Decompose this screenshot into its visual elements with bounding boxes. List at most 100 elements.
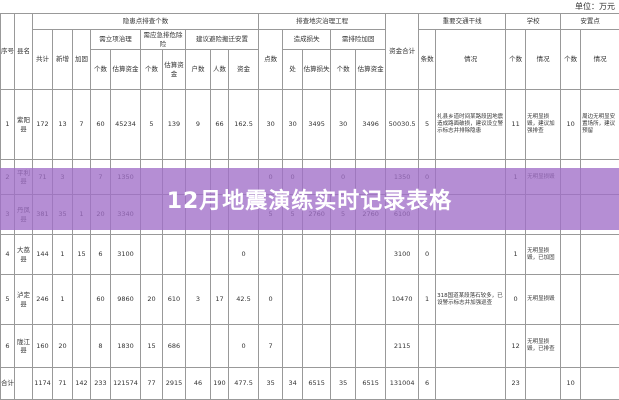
table-cell: 10 — [560, 89, 582, 160]
table-cell: 5 — [140, 89, 163, 160]
table-cell: 2915 — [162, 367, 186, 400]
head-cell: 共计 — [32, 29, 53, 90]
table-cell: 190 — [210, 367, 229, 400]
head-cell: 个数 — [560, 29, 582, 90]
table-head: 序号 县名 隐患点排查个数 排查地灾治理工程 资金合计 重要交通干线 学校 安置… — [0, 13, 619, 90]
head-cell: 需应急排危除险 — [140, 29, 186, 50]
table-cell: 0 — [505, 274, 527, 325]
table-cell — [355, 324, 387, 368]
head-cell: 造成损失 — [282, 29, 332, 50]
table-cell — [418, 324, 437, 368]
table-cell: 9 — [185, 89, 211, 160]
table-cell: 0 — [227, 324, 260, 368]
table-cell: 大荔县 — [14, 234, 33, 275]
table-cell: 3496 — [355, 89, 387, 160]
unit-label: 单位：万元 — [575, 2, 615, 11]
table-cell: 35 — [330, 367, 357, 400]
head-cell: 情况 — [525, 29, 562, 90]
title: 12月地震演练实时记录表格 — [166, 189, 453, 214]
table-cell: 17 — [210, 274, 229, 325]
table-cell: 5 — [418, 89, 437, 160]
table-cell: 142 — [72, 367, 91, 400]
table-cell — [258, 234, 284, 275]
head-cell: 点数 — [258, 29, 284, 90]
table-cell — [210, 324, 229, 368]
table-cell — [355, 234, 387, 275]
table-cell: 10470 — [385, 274, 420, 325]
table-cell — [72, 324, 91, 368]
table-cell — [580, 367, 619, 400]
table-cell: 23 — [505, 367, 527, 400]
table-row: 6 陇江县 160 20 8 1830 15 686 0 7 2115 12 无明显损毁，已排查 — [0, 324, 619, 368]
table-body: 1 紫阳县 172 13 7 60 45234 5 139 9 66 162.5 30 30 3495 30 3… — [0, 89, 619, 400]
table-cell: 144 — [32, 234, 53, 275]
head-cell: 条数 — [418, 29, 437, 90]
table-cell: 1 — [52, 234, 73, 275]
table-cell — [282, 324, 304, 368]
table-cell — [282, 234, 304, 275]
table-cell: 139 — [162, 89, 186, 160]
table-row: 5 泸定县 246 1 60 9860 20 610 3 17 42.5 0 10470 1 318国道某段… — [0, 274, 619, 325]
head-cell: 情况 — [580, 29, 619, 90]
table-cell — [560, 324, 582, 368]
table-cell: 6515 — [355, 367, 387, 400]
table-cell: 35 — [258, 367, 284, 400]
table-cell: 20 — [52, 324, 73, 368]
table-cell — [435, 367, 507, 400]
table-cell: 紫阳县 — [14, 89, 33, 160]
head-cell: 处 — [282, 49, 304, 90]
table-cell — [580, 324, 619, 368]
table-cell — [72, 274, 91, 325]
table-cell — [435, 324, 507, 368]
table-cell: 陇江县 — [14, 324, 33, 368]
head-cell: 人数 — [210, 49, 229, 90]
table-cell: 9860 — [110, 274, 141, 325]
table-cell — [525, 367, 562, 400]
head-cell: 户数 — [185, 49, 211, 90]
table-cell: 30 — [330, 89, 357, 160]
table-cell: 7 — [258, 324, 284, 368]
table-cell: 7 — [72, 89, 91, 160]
head-cell: 排查地灾治理工程 — [258, 13, 387, 30]
head-cell: 资金合计 — [385, 13, 420, 90]
table-cell: 礼县乡道时间某路段因地震造成路面破损，建议设立警示标志并排除隐患 — [435, 89, 507, 160]
table-cell — [580, 274, 619, 325]
table-cell: 71 — [52, 367, 73, 400]
table-cell: 77 — [140, 367, 163, 400]
head-cell: 需立项治理 — [90, 29, 141, 50]
table-cell — [560, 234, 582, 275]
table-cell: 30 — [258, 89, 284, 160]
table-cell: 6 — [418, 367, 437, 400]
table-cell: 3100 — [110, 234, 141, 275]
table-cell: 30 — [282, 89, 304, 160]
table-cell: 泸定县 — [14, 274, 33, 325]
head-cell: 情况 — [435, 29, 507, 90]
head-cell: 个数 — [140, 49, 163, 90]
table-cell: 60 — [90, 89, 111, 160]
table-cell: 3495 — [302, 89, 332, 160]
table-cell: 4 — [0, 234, 15, 275]
table-cell: 无明显损毁，建议加强排查 — [525, 89, 562, 160]
head-cell: 需排险加固 — [330, 29, 387, 50]
head-cell: 个数 — [505, 29, 527, 90]
table-cell: 121574 — [110, 367, 141, 400]
table-cell: 34 — [282, 367, 304, 400]
table-cell: 318国道某段落石较多，已设警示标志并加强巡查 — [435, 274, 507, 325]
table-cell: 1 — [0, 89, 15, 160]
head-cell: 估算损失 — [302, 49, 332, 90]
table-row: 1 紫阳县 172 13 7 60 45234 5 139 9 66 162.5 30 30 3495 30 3… — [0, 89, 619, 160]
table-cell: 无明显损毁，已加固 — [525, 234, 562, 275]
table-cell: 周边无明显安置场所，建议预留 — [580, 89, 619, 160]
table-cell — [282, 274, 304, 325]
table-cell — [580, 234, 619, 275]
table-cell — [330, 324, 357, 368]
head-cell: 序号 — [0, 13, 15, 90]
table-cell: 1830 — [110, 324, 141, 368]
table-cell: 131004 — [385, 367, 420, 400]
table-cell: 6 — [90, 234, 111, 275]
table-cell: 1 — [505, 234, 527, 275]
table-cell — [435, 234, 507, 275]
table-cell: 合计 — [0, 367, 15, 400]
table-cell: 60 — [90, 274, 111, 325]
